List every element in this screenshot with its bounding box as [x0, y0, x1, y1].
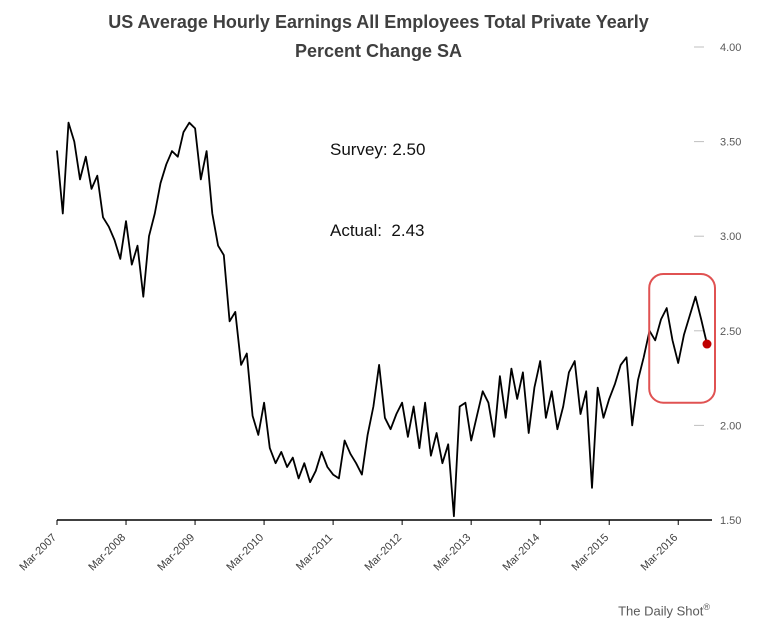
last-point-marker — [702, 339, 712, 349]
registered-icon: ® — [703, 602, 710, 612]
y-tick-label: 1.50 — [720, 515, 741, 527]
y-tick-label: 2.50 — [720, 326, 741, 338]
page-title: US Average Hourly Earnings All Employees… — [0, 8, 757, 66]
x-tick-label: Mar-2009 — [155, 532, 197, 574]
x-tick-label: Mar-2016 — [639, 532, 681, 574]
actual-annotation: Actual: 2.43 — [330, 221, 425, 240]
x-tick-label: Mar-2014 — [501, 532, 543, 574]
y-tick-label: 2.00 — [720, 420, 741, 432]
y-tick-label: 3.00 — [720, 231, 741, 243]
x-tick-label: Mar-2015 — [570, 532, 612, 574]
x-tick-label: Mar-2012 — [362, 532, 404, 574]
x-tick-label: Mar-2013 — [432, 532, 474, 574]
x-tick-label: Mar-2007 — [17, 532, 59, 574]
x-tick-label: Mar-2010 — [224, 532, 266, 574]
watermark-text: The Daily Shot — [618, 603, 704, 619]
y-tick-label: 3.50 — [720, 137, 741, 149]
survey-annotation: Survey: 2.50 — [330, 140, 426, 159]
chart-title-line1: US Average Hourly Earnings All Employees… — [108, 12, 649, 32]
series-line — [56, 121, 708, 518]
x-tick-label: Mar-2008 — [86, 532, 128, 574]
highlight-box — [648, 273, 717, 404]
chart-title-line2: Percent Change SA — [294, 41, 463, 61]
x-tick-label: Mar-2011 — [294, 532, 335, 573]
annotation-block: Survey: 2.50 Actual: 2.43 — [330, 82, 425, 298]
watermark: The Daily Shot® — [618, 602, 710, 618]
y-tick-label: 4.00 — [720, 42, 741, 54]
